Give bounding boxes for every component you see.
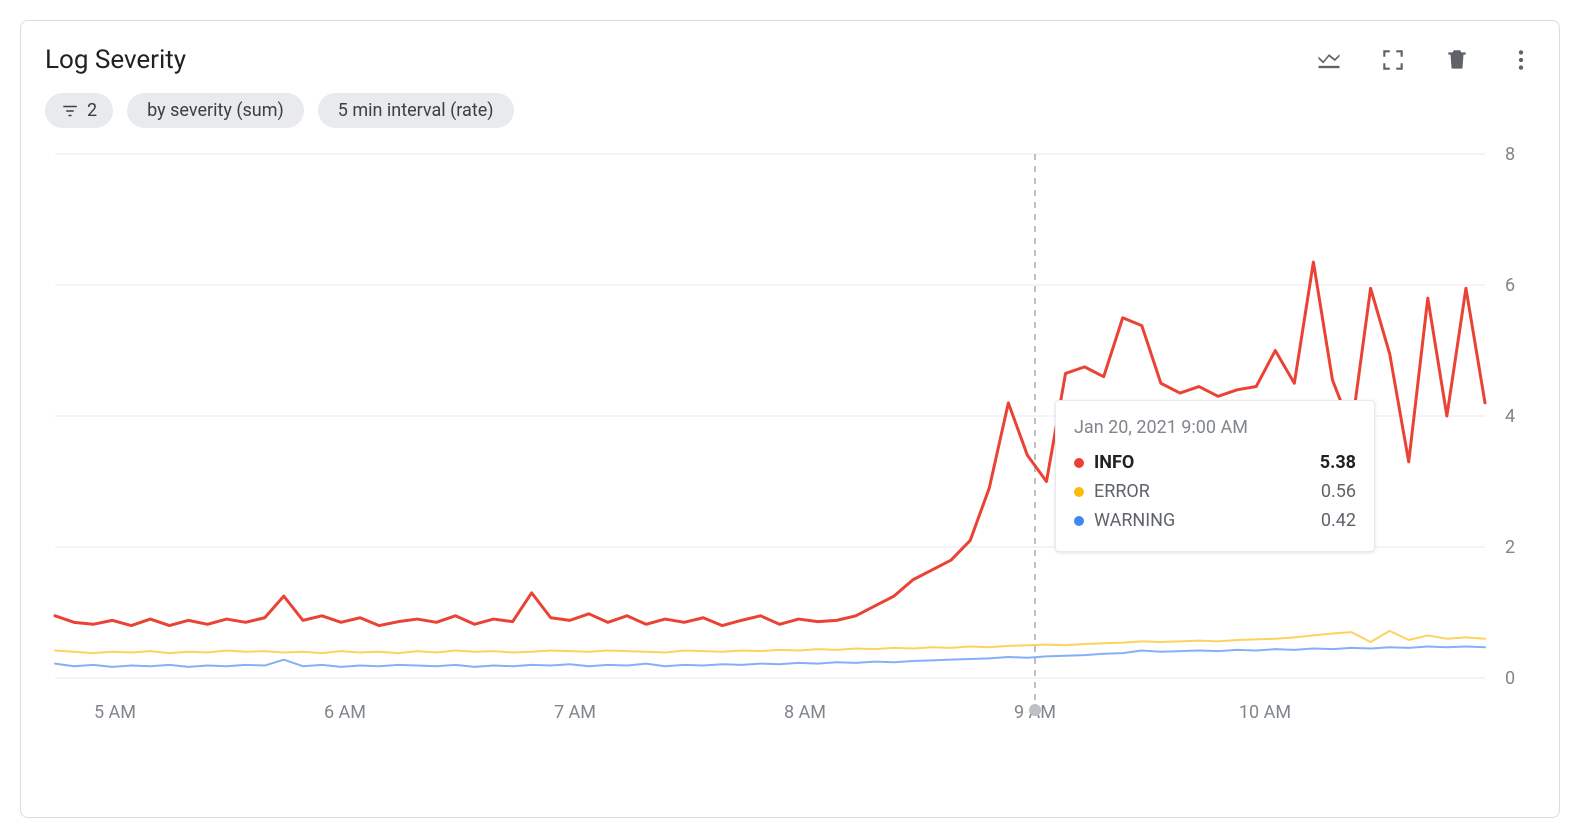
filter-chip[interactable]: 2 [45,93,113,128]
fullscreen-icon[interactable] [1379,46,1407,74]
group-chip[interactable]: by severity (sum) [127,93,304,128]
card-actions [1315,46,1535,74]
tooltip-series-value: 0.56 [1321,481,1356,502]
filter-chips: 2 by severity (sum) 5 min interval (rate… [45,93,1535,128]
trash-icon[interactable] [1443,46,1471,74]
tooltip-row: INFO 5.38 [1074,448,1356,477]
chart-tooltip: Jan 20, 2021 9:00 AM INFO 5.38 ERROR 0.56 WA… [1055,400,1375,552]
svg-text:7 AM: 7 AM [554,702,596,723]
svg-text:8: 8 [1505,144,1515,165]
tooltip-series-label: WARNING [1094,510,1175,531]
tooltip-timestamp: Jan 20, 2021 9:00 AM [1074,417,1356,438]
filter-count: 2 [87,100,97,121]
interval-chip[interactable]: 5 min interval (rate) [318,93,514,128]
tooltip-row: ERROR 0.56 [1074,477,1356,506]
svg-text:10 AM: 10 AM [1239,702,1291,723]
svg-text:2: 2 [1505,537,1515,558]
chart-area[interactable]: 024685 AM6 AM7 AM8 AM9 AM10 AM Jan 20, 2… [45,138,1535,758]
svg-text:8 AM: 8 AM [784,702,826,723]
chart-card: Log Severity 2 by severity (sum) 5 min i… [20,20,1560,818]
tooltip-series-label: ERROR [1094,481,1150,502]
tooltip-series-label: INFO [1094,452,1134,473]
tooltip-series-value: 0.42 [1321,510,1356,531]
group-label: by severity (sum) [147,100,284,121]
tooltip-row: WARNING 0.42 [1074,506,1356,535]
card-title: Log Severity [45,45,186,75]
svg-text:4: 4 [1505,406,1515,427]
interval-label: 5 min interval (rate) [338,100,494,121]
svg-text:6: 6 [1505,275,1515,296]
tooltip-series-value: 5.38 [1320,452,1356,473]
svg-text:5 AM: 5 AM [94,702,136,723]
card-header: Log Severity [45,45,1535,75]
legend-toggle-icon[interactable] [1315,46,1343,74]
filter-icon [61,102,79,120]
svg-text:0: 0 [1505,668,1515,689]
more-vert-icon[interactable] [1507,46,1535,74]
svg-text:6 AM: 6 AM [324,702,366,723]
